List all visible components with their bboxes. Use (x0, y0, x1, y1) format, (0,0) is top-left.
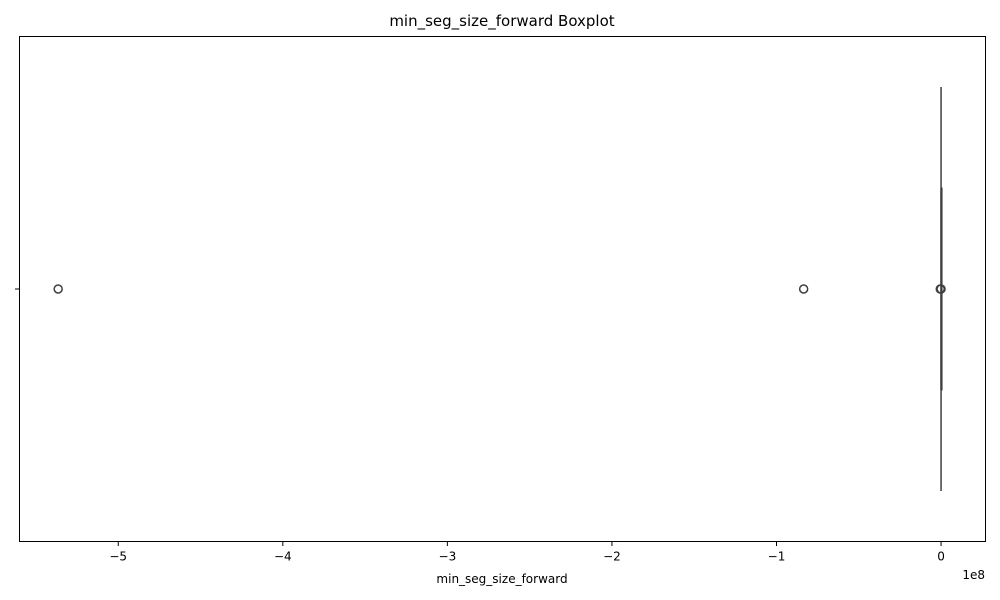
plot-area-frame (19, 36, 986, 542)
outlier-point (936, 284, 946, 294)
x-axis-offset-label: 1e8 (962, 568, 985, 582)
chart-title: min_seg_size_forward Boxplot (389, 12, 614, 31)
outliers-group (53, 284, 946, 294)
outlier-point (53, 284, 63, 294)
outlier-point (798, 284, 809, 294)
box-element (940, 87, 943, 491)
x-tick-label: −3 (439, 550, 457, 564)
x-tick-label: −2 (603, 550, 621, 564)
x-axis-ticks: −5 −4 −3 −2 −1 0 (109, 541, 945, 564)
x-tick-label: −1 (768, 550, 786, 564)
x-tick-label: −4 (274, 550, 292, 564)
x-tick-label: 0 (937, 550, 945, 564)
x-tick-label: −5 (109, 550, 127, 564)
x-axis-label: min_seg_size_forward (436, 572, 567, 586)
